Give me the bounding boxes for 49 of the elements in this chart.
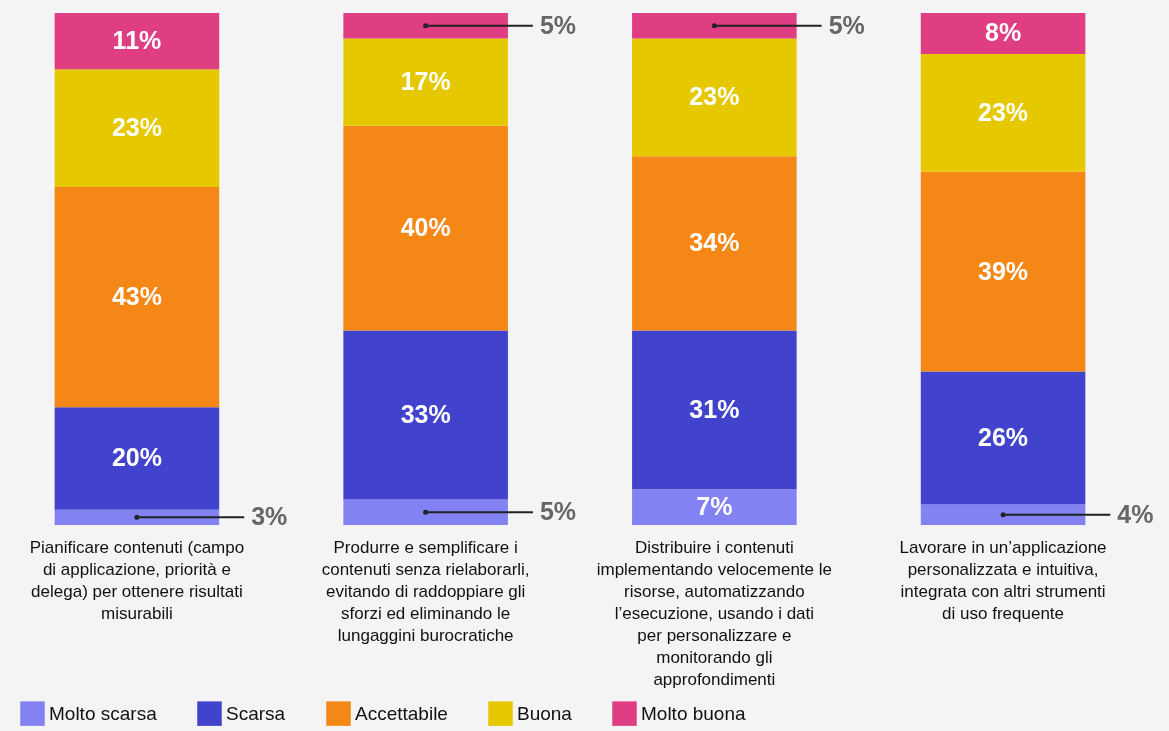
legend-label: Molto scarsa — [49, 702, 158, 724]
bar — [343, 38, 508, 126]
bar — [632, 330, 797, 490]
data-label: 7% — [696, 492, 733, 521]
bar — [54, 69, 220, 188]
data-label: 5% — [539, 10, 577, 39]
data-label: 3% — [251, 502, 288, 531]
bar — [54, 407, 220, 510]
data-label: 31% — [689, 394, 740, 423]
data-label: 4% — [1117, 499, 1154, 528]
data-label: 5% — [828, 10, 865, 39]
bar — [920, 371, 1086, 505]
data-label: 34% — [689, 228, 740, 257]
data-label: 8% — [985, 18, 1022, 47]
legend-label: Accettabile — [355, 702, 448, 724]
data-label: 17% — [400, 67, 451, 96]
x-tick-label: Lavorare in un’applicazione personalizzata e intuitiva, integrata con altri strumenti di uso frequente — [899, 537, 1107, 623]
data-label: 23% — [978, 97, 1029, 126]
bar — [54, 13, 220, 70]
x-tick-label: Produrre e semplificare i contenuti senza rielaborarli, evitando di raddoppiare gli sforzi ed eliminando le lungaggini burocratiche — [321, 537, 530, 645]
legend-label: Molto buona — [641, 702, 747, 724]
data-label: 43% — [111, 282, 162, 311]
bar — [920, 504, 1086, 525]
data-label: 39% — [978, 256, 1029, 285]
bar — [54, 187, 220, 408]
bar — [54, 509, 220, 525]
bar — [632, 156, 797, 331]
x-tick-label: Distribuire i contenuti implementando velocemente le risorse, automatizzando l’esecuzione, usando i dati per personalizzare e monitorando gli approfondimenti — [596, 537, 833, 689]
data-label: 40% — [400, 213, 451, 242]
bar — [920, 171, 1086, 372]
data-label: 26% — [978, 422, 1029, 451]
data-label: 11% — [112, 26, 162, 55]
bar — [632, 489, 797, 525]
x-tick-label: Pianificare contenuti (campo di applicazione, priorità e delega) per ottenere risultati misurabili — [29, 537, 245, 623]
data-label: 5% — [539, 497, 577, 526]
legend-label: Buona — [517, 702, 573, 724]
bar — [343, 125, 508, 331]
bar — [343, 499, 508, 525]
data-label: 33% — [400, 399, 451, 428]
bar — [343, 330, 508, 500]
bar — [632, 13, 797, 39]
bar — [920, 53, 1086, 172]
legend-label: Scarsa — [226, 702, 286, 724]
data-label: 20% — [111, 443, 162, 472]
bar — [920, 13, 1086, 54]
bar — [343, 13, 508, 39]
data-label: 23% — [111, 113, 162, 142]
data-label: 23% — [689, 82, 740, 111]
bar — [632, 38, 797, 157]
